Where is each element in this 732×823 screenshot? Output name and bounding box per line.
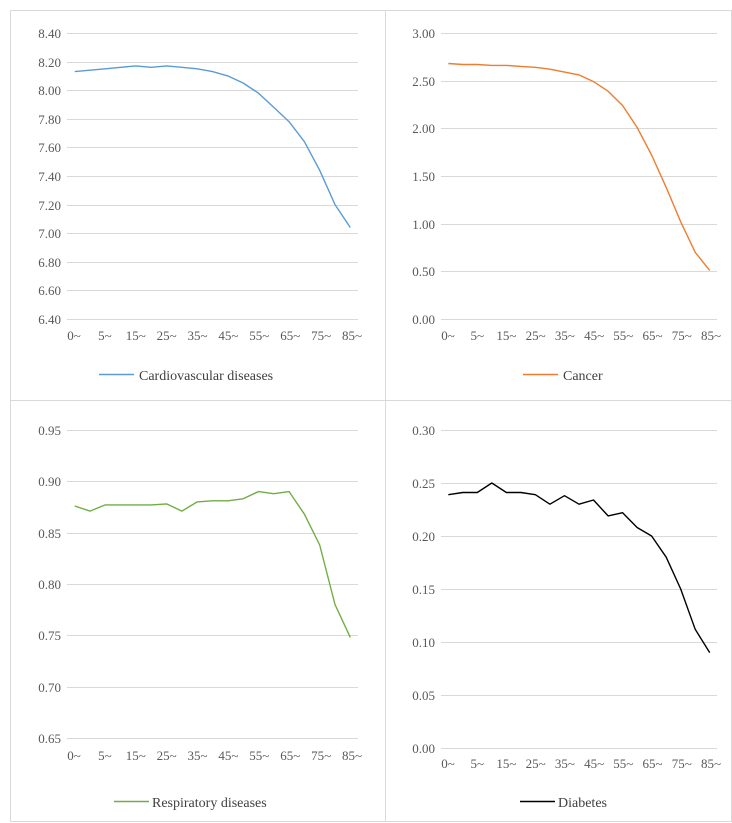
y-tick-label: 0.10 <box>412 635 435 650</box>
y-tick-label: 0.80 <box>38 577 61 592</box>
x-tick-label: 65~ <box>280 748 300 763</box>
x-tick-label: 55~ <box>249 748 269 763</box>
chart-panel-respiratory-diseases: 0.65 0.70 0.75 0.80 0.85 0.90 0.95 0~ 5~ 15~ 25~ 35… <box>38 423 362 811</box>
y-tick-label: 8.40 <box>38 26 61 41</box>
y-tick-label: 0.00 <box>412 741 435 756</box>
y-tick-label: 0.90 <box>38 474 61 489</box>
x-tick-label: 0~ <box>67 328 81 343</box>
x-tick-label: 85~ <box>342 748 362 763</box>
legend-label: Diabetes <box>558 796 607 811</box>
legend-label: Cancer <box>563 369 603 384</box>
series-line-respiratory-diseases <box>74 490 351 638</box>
x-tick-label: 75~ <box>672 756 692 771</box>
y-tick-label: 0.30 <box>412 423 435 438</box>
x-tick-label: 0~ <box>441 756 455 771</box>
y-tick-label: 0.00 <box>412 312 435 327</box>
y-tick-label: 0.65 <box>38 731 61 746</box>
y-tick-label: 0.15 <box>412 582 435 597</box>
x-tick-label: 45~ <box>218 748 238 763</box>
y-tick-label: 8.20 <box>38 55 61 70</box>
y-tick-label: 0.95 <box>38 423 61 438</box>
y-tick-label: 0.50 <box>412 264 435 279</box>
y-tick-label: 2.00 <box>412 121 435 136</box>
x-tick-label: 55~ <box>249 328 269 343</box>
chart-panel-diabetes: 0.00 0.05 0.10 0.15 0.20 0.25 0.30 0~ 5~ 15~ 25~ 35… <box>412 423 721 811</box>
x-tick-label: 0~ <box>67 748 81 763</box>
x-tick-label: 35~ <box>188 328 208 343</box>
y-tick-label: 0.25 <box>412 476 435 491</box>
figure-border <box>10 10 732 822</box>
x-tick-label: 45~ <box>218 328 238 343</box>
x-tick-label: 75~ <box>311 748 331 763</box>
y-tick-label: 6.80 <box>38 255 61 270</box>
x-tick-label: 25~ <box>526 328 546 343</box>
y-tick-label: 8.00 <box>38 83 61 98</box>
y-tick-label: 7.00 <box>38 226 61 241</box>
x-tick-label: 75~ <box>672 328 692 343</box>
legend-label: Respiratory diseases <box>152 796 267 811</box>
legend-label: Cardiovascular diseases <box>139 369 273 384</box>
y-tick-label: 0.70 <box>38 680 61 695</box>
y-tick-label: 7.20 <box>38 198 61 213</box>
x-tick-label: 5~ <box>98 748 112 763</box>
y-tick-label: 2.50 <box>412 74 435 89</box>
y-tick-label: 0.85 <box>38 526 61 541</box>
x-tick-label: 25~ <box>157 748 177 763</box>
x-tick-label: 5~ <box>470 756 484 771</box>
x-tick-label: 25~ <box>526 756 546 771</box>
x-tick-label: 75~ <box>311 328 331 343</box>
x-tick-label: 15~ <box>126 328 146 343</box>
series-line-diabetes <box>448 482 711 653</box>
x-tick-label: 5~ <box>470 328 484 343</box>
x-tick-label: 65~ <box>643 756 663 771</box>
chart-panel-cardiovascular-diseases: 6.40 6.60 6.80 7.00 7.20 7.40 7.60 7.80 8.00 8.20… <box>38 26 362 384</box>
y-tick-label: 1.50 <box>412 169 435 184</box>
y-tick-label: 7.40 <box>38 169 61 184</box>
legend: Cardiovascular diseases <box>99 369 273 384</box>
y-tick-label: 7.80 <box>38 112 61 127</box>
x-tick-label: 25~ <box>157 328 177 343</box>
x-tick-label: 85~ <box>342 328 362 343</box>
x-tick-label: 15~ <box>126 748 146 763</box>
x-tick-label: 85~ <box>701 328 721 343</box>
y-tick-label: 6.40 <box>38 312 61 327</box>
series-line-cardiovascular-diseases <box>74 65 351 228</box>
series-line-cancer <box>448 62 711 271</box>
y-tick-label: 0.75 <box>38 628 61 643</box>
x-tick-label: 35~ <box>555 328 575 343</box>
x-tick-label: 15~ <box>496 756 516 771</box>
x-tick-label: 55~ <box>613 756 633 771</box>
chart-panel-cancer: 0.00 0.50 1.00 1.50 2.00 2.50 3.00 0~ 5~ 15~ 25~ 35… <box>412 26 721 384</box>
x-tick-label: 65~ <box>643 328 663 343</box>
y-tick-label: 1.00 <box>412 217 435 232</box>
legend: Diabetes <box>520 796 607 811</box>
x-tick-label: 85~ <box>701 756 721 771</box>
y-tick-label: 0.20 <box>412 529 435 544</box>
legend: Cancer <box>523 369 603 384</box>
x-tick-label: 5~ <box>98 328 112 343</box>
legend: Respiratory diseases <box>114 796 267 811</box>
x-tick-label: 45~ <box>584 756 604 771</box>
x-tick-label: 45~ <box>584 328 604 343</box>
x-tick-label: 15~ <box>496 328 516 343</box>
x-tick-label: 0~ <box>441 328 455 343</box>
x-tick-label: 55~ <box>613 328 633 343</box>
x-tick-label: 65~ <box>280 328 300 343</box>
x-tick-label: 35~ <box>188 748 208 763</box>
y-tick-label: 7.60 <box>38 140 61 155</box>
x-tick-label: 35~ <box>555 756 575 771</box>
y-tick-label: 3.00 <box>412 26 435 41</box>
y-tick-label: 0.05 <box>412 688 435 703</box>
y-tick-label: 6.60 <box>38 283 61 298</box>
